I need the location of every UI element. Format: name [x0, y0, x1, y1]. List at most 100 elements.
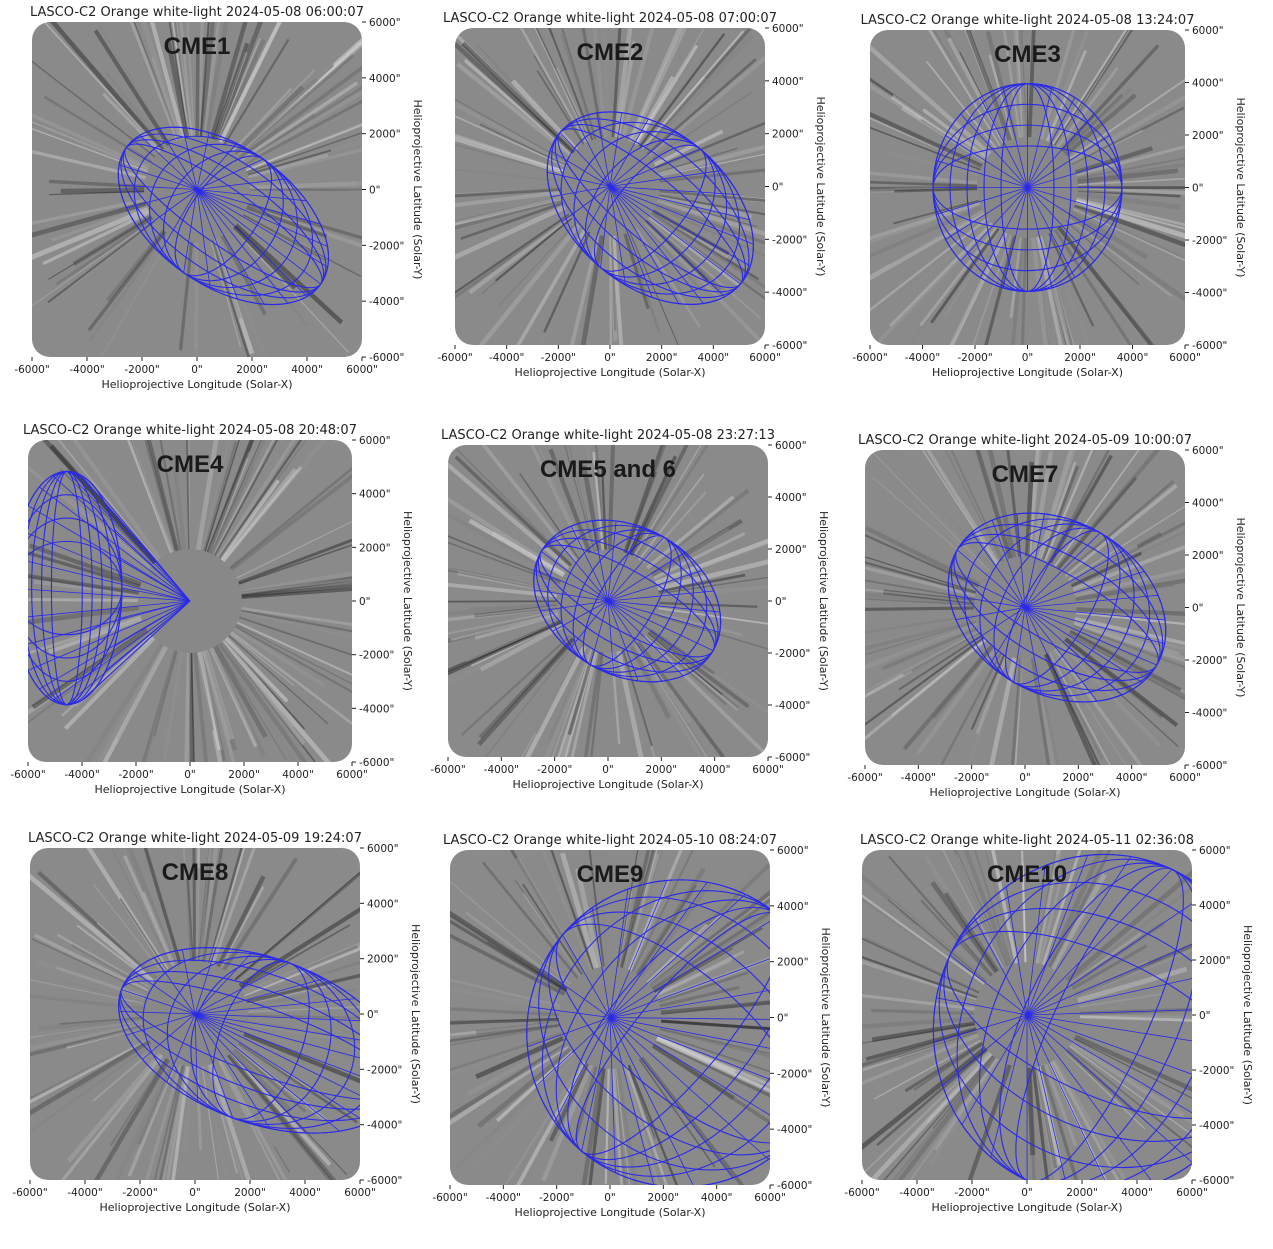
x-tick-label: 0" — [604, 1192, 616, 1204]
y-tick-label: -6000" — [777, 1180, 812, 1192]
y-tick-label: -6000" — [1192, 760, 1227, 772]
panel-title: LASCO-C2 Orange white-light 2024-05-08 2… — [23, 423, 357, 438]
y-axis-label: Helioprojective Latitude (Solar-Y) — [401, 511, 414, 691]
y-tick-label: 6000" — [1192, 445, 1224, 457]
y-axis-label: Helioprojective Latitude (Solar-Y) — [817, 511, 830, 691]
x-tick-label: -4000" — [64, 769, 99, 781]
y-tick-label: -6000" — [775, 752, 810, 764]
y-tick-label: 2000" — [777, 957, 809, 969]
y-tick-label: -2000" — [1192, 655, 1227, 667]
y-tick-label: 0" — [772, 182, 784, 194]
coronagraph-image — [0, 754, 446, 1245]
y-tick-label: 0" — [369, 185, 381, 197]
y-tick-label: 6000" — [775, 440, 807, 452]
x-tick-label: -4000" — [901, 772, 936, 784]
x-tick-label: -6000" — [852, 352, 887, 364]
streak — [196, 242, 197, 351]
x-tick-label: 4000" — [1121, 1187, 1153, 1199]
cme-label: CME3 — [994, 41, 1061, 68]
panel-title: LASCO-C2 Orange white-light 2024-05-08 0… — [30, 5, 364, 20]
y-tick-label: 0" — [1199, 1010, 1211, 1022]
x-tick-label: -6000" — [844, 1187, 879, 1199]
y-tick-label: -2000" — [775, 648, 810, 660]
panel: LASCO-C2 Orange white-light 2024-05-11 0… — [792, 779, 1273, 1245]
x-tick-label: -4000" — [905, 352, 940, 364]
x-tick-label: -4000" — [69, 364, 104, 376]
x-tick-label: 6000" — [1176, 1187, 1208, 1199]
y-axis-label: Helioprojective Latitude (Solar-Y) — [814, 97, 827, 277]
y-tick-label: 4000" — [369, 73, 401, 85]
x-tick-label: 6000" — [346, 364, 378, 376]
y-tick-label: -2000" — [777, 1068, 812, 1080]
y-tick-label: -4000" — [775, 700, 810, 712]
x-tick-label: 4000" — [282, 769, 314, 781]
y-tick-label: -4000" — [367, 1120, 402, 1132]
panel: LASCO-C2 Orange white-light 2024-05-09 1… — [0, 754, 446, 1245]
y-tick-label: -2000" — [1192, 235, 1227, 247]
y-tick-label: 2000" — [772, 129, 804, 141]
coronagraph-image — [0, 0, 451, 430]
x-tick-label: -4000" — [489, 352, 524, 364]
panel: LASCO-C2 Orange white-light 2024-05-08 2… — [0, 361, 429, 851]
panel: LASCO-C2 Orange white-light 2024-05-08 0… — [370, 0, 835, 429]
x-tick-label: 0" — [1021, 1187, 1033, 1199]
y-axis-label: Helioprojective Latitude (Solar-Y) — [1241, 925, 1254, 1105]
y-tick-label: 4000" — [1192, 498, 1224, 510]
x-tick-label: -6000" — [847, 772, 882, 784]
x-axis-label: Helioprojective Longitude (Solar-X) — [102, 378, 293, 391]
x-tick-label: 6000" — [749, 352, 781, 364]
cme-label: CME1 — [164, 33, 231, 60]
y-tick-label: 4000" — [367, 898, 399, 910]
streak — [842, 608, 974, 610]
y-tick-label: -6000" — [359, 757, 394, 769]
y-tick-label: 4000" — [772, 76, 804, 88]
y-tick-label: 6000" — [367, 843, 399, 855]
x-tick-label: 0" — [1022, 352, 1034, 364]
x-tick-label: 6000" — [1169, 352, 1201, 364]
y-tick-label: 6000" — [359, 435, 391, 447]
x-tick-label: -2000" — [954, 772, 989, 784]
panel-title: LASCO-C2 Orange white-light 2024-05-08 2… — [441, 428, 775, 443]
y-tick-label: 6000" — [777, 845, 809, 857]
y-tick-label: -6000" — [367, 1175, 402, 1187]
x-axis-label: Helioprojective Longitude (Solar-X) — [513, 778, 704, 791]
x-axis-label: Helioprojective Longitude (Solar-X) — [930, 786, 1121, 799]
cme-wireframe — [933, 84, 1122, 292]
cme-label: CME10 — [987, 861, 1067, 888]
y-axis-label: Helioprojective Latitude (Solar-Y) — [409, 924, 422, 1104]
y-tick-label: -4000" — [1199, 1120, 1234, 1132]
x-tick-label: 6000" — [336, 769, 368, 781]
panel-title: LASCO-C2 Orange white-light 2024-05-10 0… — [443, 833, 777, 848]
x-tick-label: -6000" — [430, 764, 465, 776]
y-tick-label: 0" — [1192, 603, 1204, 615]
x-tick-label: 6000" — [1169, 772, 1201, 784]
x-tick-label: -6000" — [10, 769, 45, 781]
panel-title: LASCO-C2 Orange white-light 2024-05-08 0… — [443, 11, 777, 26]
x-tick-label: 4000" — [1116, 772, 1148, 784]
y-tick-label: 2000" — [369, 129, 401, 141]
cme-label: CME9 — [577, 861, 644, 888]
x-tick-label: -2000" — [124, 364, 159, 376]
y-tick-label: 0" — [1192, 183, 1204, 195]
x-axis-label: Helioprojective Longitude (Solar-X) — [515, 1206, 706, 1219]
y-tick-label: -6000" — [772, 340, 807, 352]
x-axis-label: Helioprojective Longitude (Solar-X) — [95, 783, 286, 796]
y-tick-label: -4000" — [359, 703, 394, 715]
x-tick-label: 6000" — [752, 764, 784, 776]
y-tick-label: -2000" — [359, 650, 394, 662]
x-tick-label: 0" — [184, 769, 196, 781]
y-tick-label: -2000" — [369, 240, 404, 252]
panel-title: LASCO-C2 Orange white-light 2024-05-09 1… — [28, 831, 362, 846]
y-tick-label: -4000" — [1192, 708, 1227, 720]
y-tick-label: -4000" — [1192, 288, 1227, 300]
panel: LASCO-C2 Orange white-light 2024-05-10 0… — [359, 778, 896, 1245]
y-tick-label: -6000" — [369, 352, 404, 364]
cme-label: CME5 and 6 — [540, 456, 676, 483]
x-axis-label: Helioprojective Longitude (Solar-X) — [515, 366, 706, 379]
panel-title: LASCO-C2 Orange white-light 2024-05-08 1… — [861, 13, 1195, 28]
x-tick-label: -2000" — [539, 1192, 574, 1204]
x-tick-label: -6000" — [437, 352, 472, 364]
x-tick-label: -4000" — [484, 764, 519, 776]
y-tick-label: 4000" — [1192, 78, 1224, 90]
x-tick-label: 2000" — [1063, 772, 1095, 784]
